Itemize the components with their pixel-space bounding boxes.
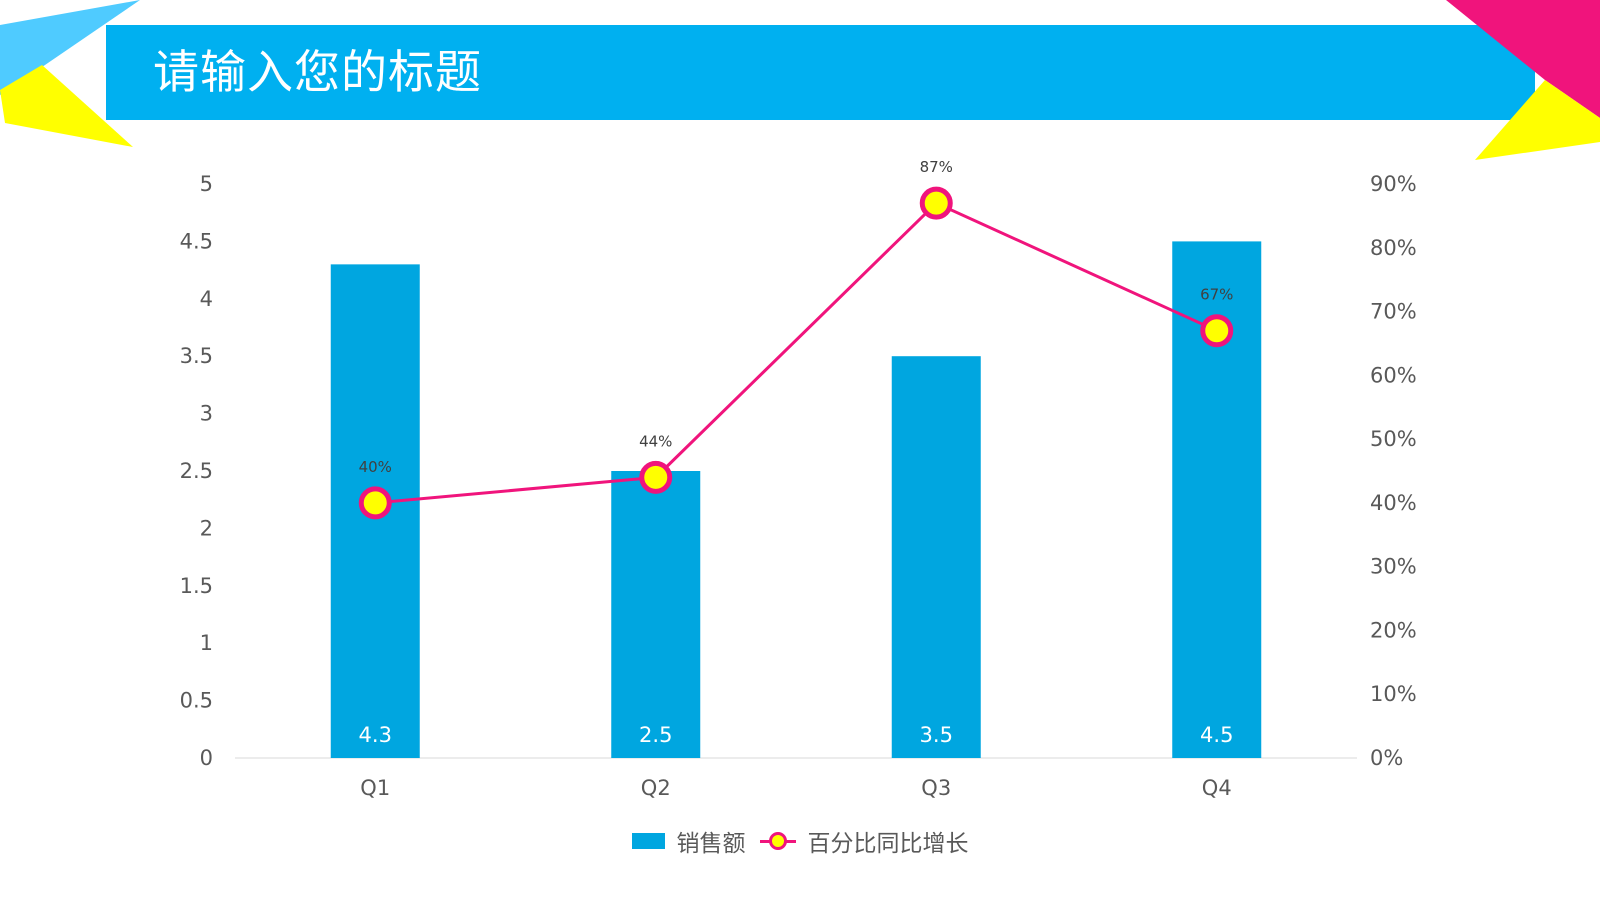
right-axis-tick: 0% bbox=[1370, 746, 1403, 770]
line-data-label: 67% bbox=[1200, 286, 1233, 304]
bar-data-label: 4.3 bbox=[359, 723, 392, 747]
page-title: 请输入您的标题 bbox=[153, 45, 482, 99]
left-axis-tick: 2 bbox=[200, 516, 213, 540]
right-axis-tick: 20% bbox=[1370, 618, 1417, 642]
left-axis-tick: 2.5 bbox=[180, 459, 213, 483]
x-axis-tick: Q3 bbox=[921, 776, 951, 800]
growth-marker bbox=[1200, 314, 1234, 348]
bar-data-label: 4.5 bbox=[1200, 723, 1233, 747]
bar-data-label: 2.5 bbox=[639, 723, 672, 747]
bar-q3 bbox=[891, 356, 981, 758]
left-axis-tick: 4.5 bbox=[180, 229, 213, 253]
x-axis-tick: Q4 bbox=[1202, 776, 1232, 800]
x-axis-tick: Q1 bbox=[360, 776, 390, 800]
right-axis-tick: 50% bbox=[1370, 427, 1417, 451]
left-axis-tick: 1.5 bbox=[180, 574, 213, 598]
left-axis-tick: 0 bbox=[200, 746, 213, 770]
growth-marker bbox=[919, 186, 953, 220]
line-data-label: 40% bbox=[359, 458, 392, 476]
growth-line bbox=[375, 201, 1218, 505]
left-axis-tick: 3.5 bbox=[180, 344, 213, 368]
right-axis-tick: 10% bbox=[1370, 682, 1417, 706]
bar-data-label: 3.5 bbox=[920, 723, 953, 747]
legend-label-growth: 百分比同比增长 bbox=[807, 831, 969, 857]
right-axis-tick: 60% bbox=[1370, 363, 1417, 387]
right-axis-tick: 80% bbox=[1370, 236, 1417, 260]
right-axis-tick: 30% bbox=[1370, 555, 1417, 579]
left-axis-tick: 1 bbox=[200, 631, 213, 655]
bar-q2 bbox=[611, 471, 701, 758]
legend: 销售额 百分比同比增长 bbox=[0, 824, 1600, 858]
right-axis-tick: 70% bbox=[1370, 300, 1417, 324]
growth-marker bbox=[358, 486, 392, 520]
legend-label-sales: 销售额 bbox=[676, 831, 746, 857]
legend-line-swatch bbox=[759, 829, 796, 853]
deco-yellow-triangle-left bbox=[0, 65, 133, 147]
deco-pink-triangle bbox=[1446, 0, 1600, 118]
left-axis-tick: 0.5 bbox=[180, 689, 213, 713]
x-axis-tick: Q2 bbox=[641, 776, 671, 800]
growth-marker bbox=[639, 460, 673, 494]
line-data-label: 87% bbox=[920, 158, 953, 176]
left-axis-tick: 3 bbox=[200, 402, 213, 426]
legend-bar-swatch bbox=[631, 833, 665, 849]
left-axis-tick: 4 bbox=[200, 287, 213, 311]
right-axis-tick: 90% bbox=[1370, 172, 1417, 196]
right-axis-tick: 40% bbox=[1370, 491, 1417, 515]
line-data-label: 44% bbox=[639, 432, 672, 450]
left-axis-tick: 5 bbox=[200, 172, 213, 196]
deco-yellow-triangle-right bbox=[1475, 80, 1600, 160]
header-banner bbox=[106, 25, 1535, 120]
